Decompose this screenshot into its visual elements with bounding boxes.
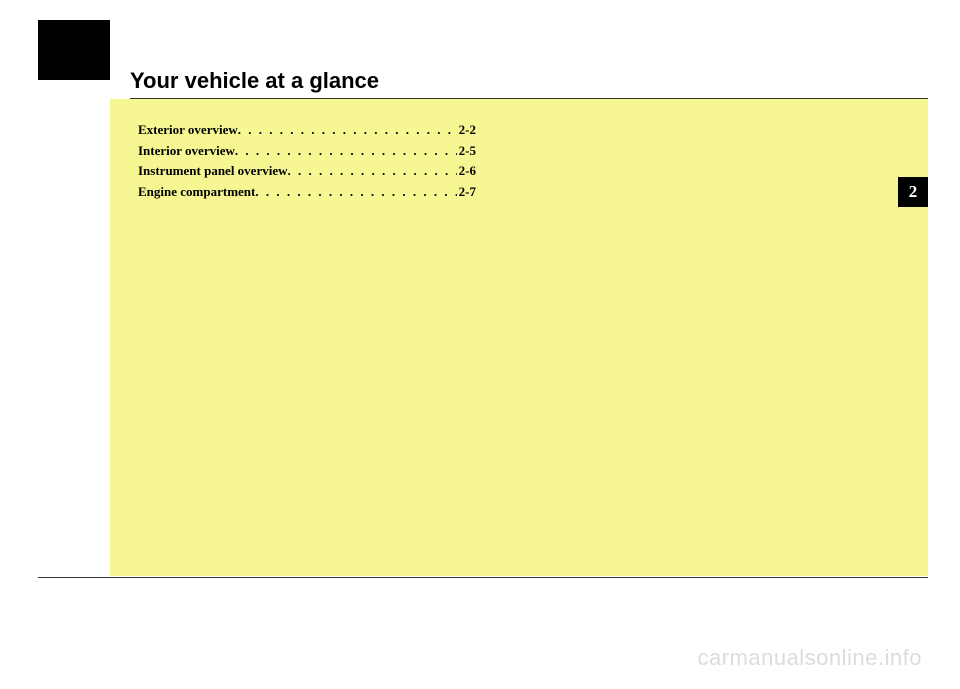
toc-label: Engine compartment bbox=[138, 182, 255, 202]
toc-page: 2-5 bbox=[457, 141, 476, 161]
toc-row: Engine compartment 2-7 bbox=[138, 182, 476, 202]
toc-label: Exterior overview bbox=[138, 120, 238, 140]
toc-page: 2-6 bbox=[457, 161, 476, 181]
toc-row: Instrument panel overview 2-6 bbox=[138, 161, 476, 181]
toc-label: Instrument panel overview bbox=[138, 161, 288, 181]
chapter-tab: 2 bbox=[898, 177, 928, 207]
watermark: carmanualsonline.info bbox=[697, 645, 922, 671]
toc-dots bbox=[238, 120, 457, 140]
toc-label: Interior overview bbox=[138, 141, 235, 161]
toc-page: 2-2 bbox=[457, 120, 476, 140]
toc-dots bbox=[288, 161, 457, 181]
toc-page: 2-7 bbox=[457, 182, 476, 202]
toc-dots bbox=[235, 141, 457, 161]
page-frame: Your vehicle at a glance Exterior overvi… bbox=[38, 20, 928, 578]
toc-dots bbox=[255, 182, 456, 202]
toc-row: Exterior overview 2-2 bbox=[138, 120, 476, 140]
chapter-number: 2 bbox=[909, 182, 918, 202]
corner-black-box bbox=[38, 20, 110, 80]
left-white-strip bbox=[38, 99, 110, 576]
section-title: Your vehicle at a glance bbox=[130, 68, 379, 94]
table-of-contents: Exterior overview 2-2 Interior overview … bbox=[138, 120, 476, 202]
toc-row: Interior overview 2-5 bbox=[138, 141, 476, 161]
